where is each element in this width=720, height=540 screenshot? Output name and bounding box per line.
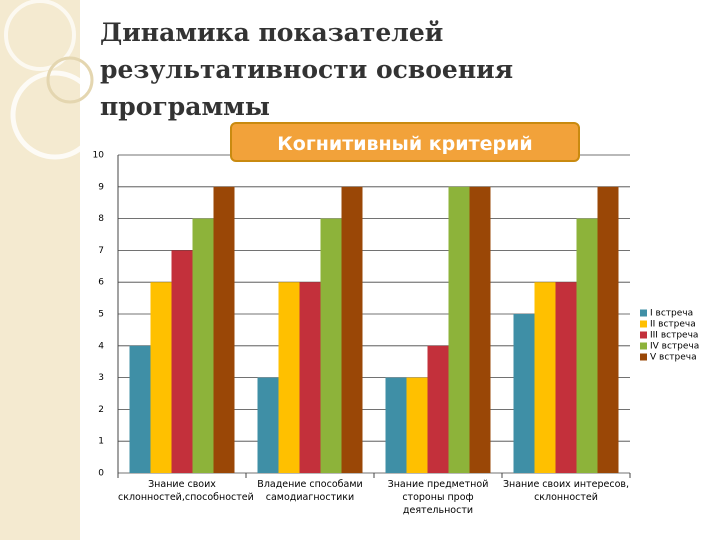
legend-swatch	[640, 342, 647, 350]
legend-label: I встреча	[650, 309, 693, 319]
bar	[299, 282, 321, 473]
bar	[171, 250, 193, 473]
bar	[257, 377, 279, 473]
bar	[555, 282, 577, 473]
bar	[427, 345, 449, 473]
y-tick-label: 3	[98, 373, 104, 383]
y-tick-label: 10	[93, 151, 105, 161]
bar	[385, 377, 407, 473]
bar	[406, 377, 428, 473]
bar	[278, 282, 300, 473]
bar	[213, 186, 235, 474]
legend-label: II встреча	[650, 320, 696, 330]
y-tick-label: 1	[98, 437, 104, 447]
y-tick-label: 7	[98, 246, 104, 256]
legend-label: III встреча	[650, 331, 698, 341]
subtitle-badge: Когнитивный критерий	[230, 122, 580, 162]
bar	[129, 345, 151, 473]
legend-label: IV встреча	[650, 342, 699, 352]
bar	[192, 218, 214, 473]
bar	[448, 186, 470, 474]
y-tick-label: 9	[98, 182, 104, 192]
bar	[150, 282, 172, 473]
bar	[576, 218, 598, 473]
legend-swatch	[640, 331, 647, 339]
bar	[469, 186, 491, 474]
y-tick-label: 4	[98, 341, 104, 351]
legend-swatch	[640, 353, 647, 361]
y-tick-label: 5	[98, 310, 104, 320]
x-tick-label: Знание своих интересов, склонностей	[502, 479, 630, 503]
y-tick-label: 6	[98, 278, 104, 288]
y-tick-label: 2	[98, 405, 104, 415]
bar	[341, 186, 363, 474]
bar	[320, 218, 342, 473]
x-tick-label: Владение способами самодиагностики	[257, 479, 363, 503]
bar	[513, 314, 535, 473]
legend-swatch	[640, 320, 647, 328]
y-tick-label: 0	[98, 469, 104, 479]
legend-swatch	[640, 309, 647, 317]
x-tick-label: Знание своих склонностей,способностей	[118, 479, 254, 503]
bar	[597, 186, 619, 474]
bar	[534, 282, 556, 473]
y-tick-label: 8	[98, 214, 104, 224]
slide-title: Динамика показателей результативности ос…	[100, 18, 514, 121]
legend-label: V встреча	[650, 353, 697, 363]
x-tick-label: Знание предметной стороны проф деятельно…	[387, 479, 489, 516]
